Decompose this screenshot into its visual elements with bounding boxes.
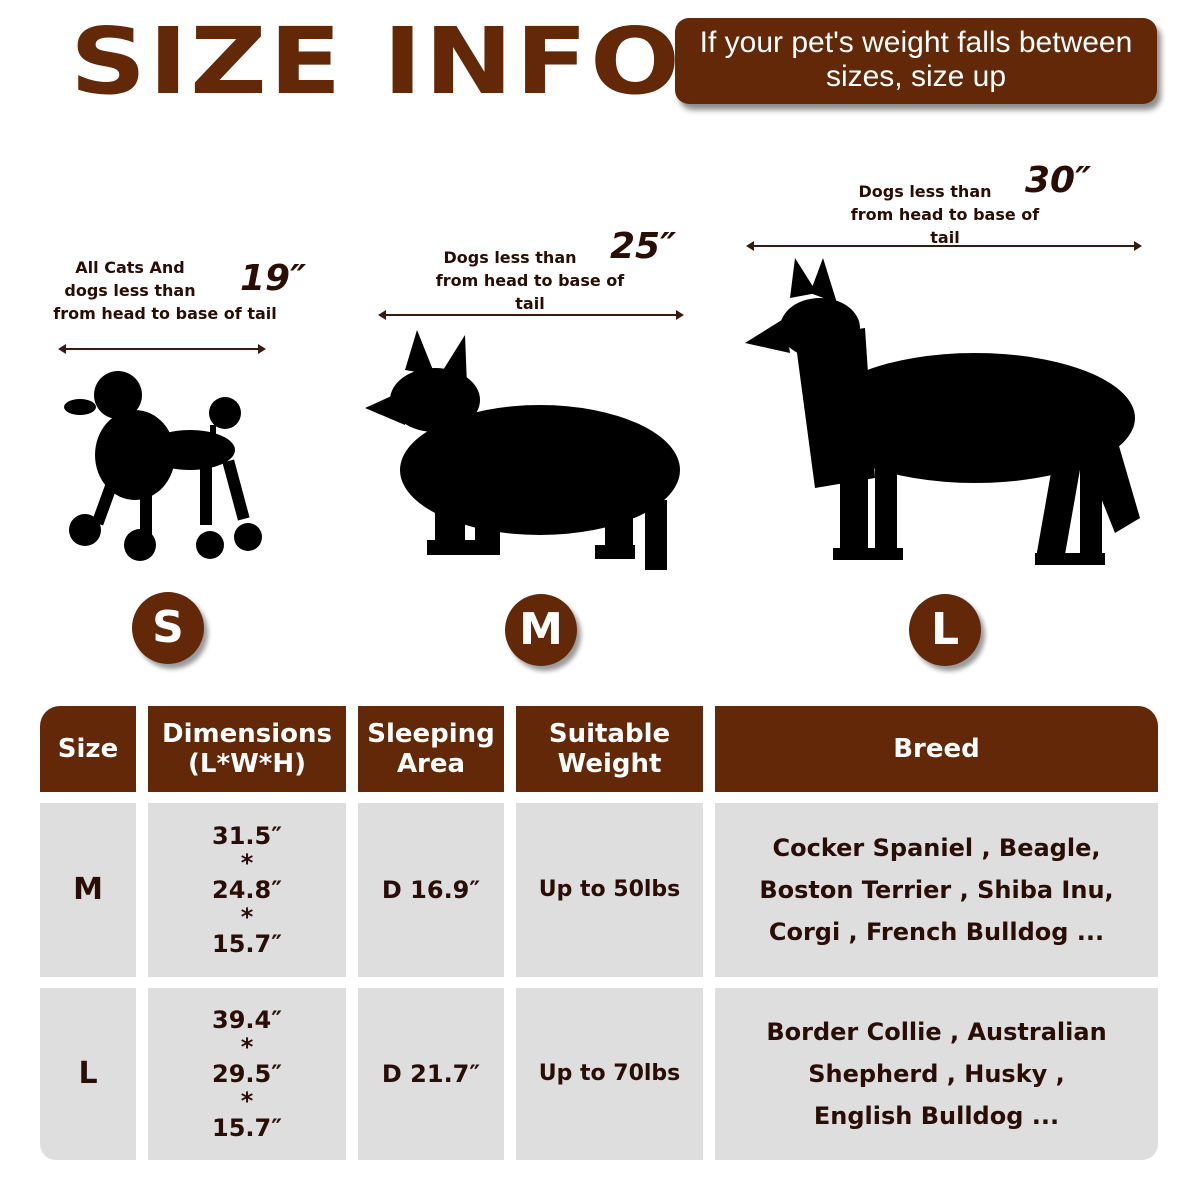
page-title: SIZE INFO (70, 8, 683, 115)
size-s-badge: S (132, 592, 204, 664)
row-l-breed: Border Collie , Australian Shepherd , Hu… (715, 988, 1158, 1160)
dim-value: 15.7″ (212, 1113, 282, 1142)
size-up-tip: If your pet's weight falls between sizes… (675, 18, 1157, 104)
size-l-badge: L (909, 594, 981, 666)
dim-value: 39.4″ (212, 1005, 282, 1034)
poodle-silhouette-icon (64, 371, 262, 561)
desc-line: dogs less than (64, 281, 196, 300)
row-l-weight: Up to 70lbs (516, 988, 703, 1160)
size-m-length: 25″ (610, 226, 677, 267)
dim-sep: * (240, 848, 254, 877)
length-arrow (378, 310, 684, 320)
size-s-description: All Cats And dogs less than from head to… (50, 256, 280, 325)
dim-sep: * (240, 1086, 254, 1115)
header-size: Size (40, 706, 136, 792)
row-l-dimensions: 39.4″ * 29.5″ * 15.7″ (148, 988, 346, 1160)
header-dimensions: Dimensions (L*W*H) (148, 706, 346, 792)
row-l-sleeping-area: D 21.7″ (358, 988, 504, 1160)
header-breed: Breed (715, 706, 1158, 792)
dim-value: 31.5″ (212, 821, 282, 850)
row-m-dimensions: 31.5″ * 24.8″ * 15.7″ (148, 803, 346, 977)
row-m-size: M (40, 803, 136, 977)
desc-line: All Cats And (75, 258, 185, 277)
dim-sep: * (240, 902, 254, 931)
row-m-sleeping-area: D 16.9″ (358, 803, 504, 977)
header-suitable-weight: Suitable Weight (516, 706, 703, 792)
header-sleeping-area: Sleeping Area (358, 706, 504, 792)
desc-line: Dogs less than (858, 182, 992, 201)
dim-value: 29.5″ (212, 1059, 282, 1088)
desc-line: from head to base of tail (435, 271, 625, 313)
dim-sep: * (240, 1032, 254, 1061)
dim-value: 24.8″ (212, 875, 282, 904)
length-arrow (746, 241, 1142, 251)
desc-line: Dogs less than (443, 248, 577, 267)
row-m-breed: Cocker Spaniel , Beagle, Boston Terrier … (715, 803, 1158, 977)
dim-value: 15.7″ (212, 929, 282, 958)
row-l-size: L (40, 988, 136, 1160)
size-m-description: Dogs less than from head to base of tail (420, 246, 640, 315)
desc-line: from head to base of tail (850, 205, 1040, 247)
size-s-length: 19″ (240, 258, 307, 299)
size-l-description: Dogs less than from head to base of tail (835, 180, 1055, 249)
size-l-length: 30″ (1025, 160, 1092, 201)
collie-silhouette-icon (745, 258, 1140, 565)
row-m-weight: Up to 50lbs (516, 803, 703, 977)
corgi-silhouette-icon (365, 330, 680, 570)
length-arrow (58, 344, 266, 354)
desc-line: from head to base of tail (53, 304, 277, 323)
size-m-badge: M (505, 594, 577, 666)
